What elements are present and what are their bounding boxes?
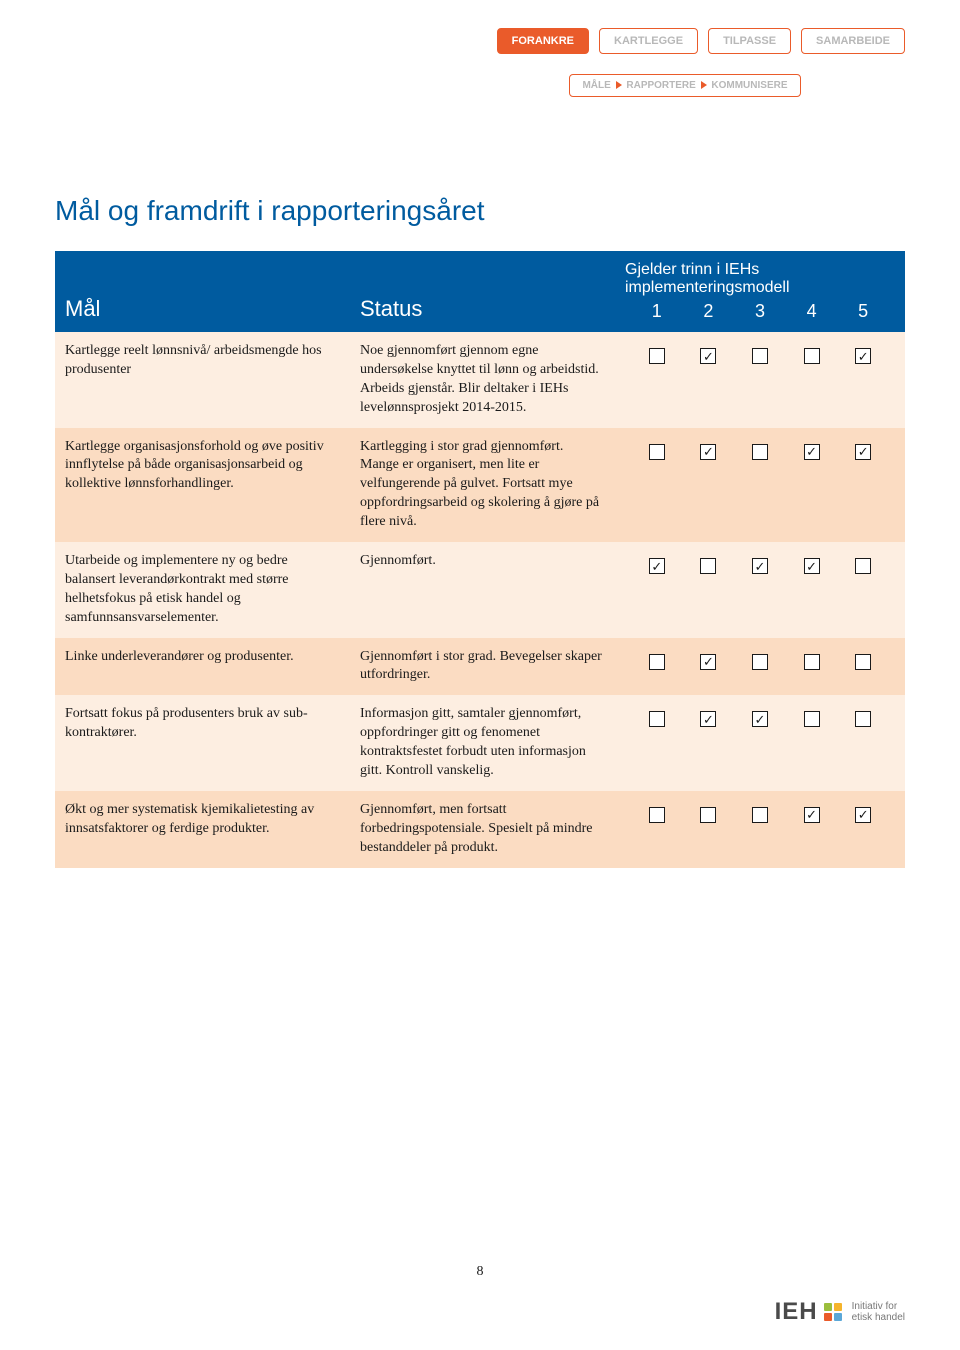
col-status: Status	[350, 251, 615, 332]
footer-logo: IEH Initiativ for etisk handel	[775, 1298, 905, 1326]
cell-goal: Linke underleverandører og produsenter.	[55, 638, 350, 696]
nav-sub: MÅLE RAPPORTERE KOMMUNISERE	[465, 74, 905, 97]
col-goal: Mål	[55, 251, 350, 332]
checkbox[interactable]	[804, 348, 820, 364]
cell-status: Gjennomført.	[350, 542, 615, 638]
table-row: Kartlegge organisasjonsforhold og øve po…	[55, 428, 905, 542]
trinn-num: 4	[807, 301, 817, 322]
checkbox[interactable]: ✓	[855, 444, 871, 460]
cell-checks: ✓ ✓ ✓	[615, 428, 905, 542]
cell-status: Gjennomført i stor grad. Bevegelser skap…	[350, 638, 615, 696]
table-body: Kartlegge reelt lønnsnivå/ arbeidsmengde…	[55, 332, 905, 868]
table-row: Fortsatt fokus på produsenters bruk av s…	[55, 695, 905, 791]
nav-pill-kartlegge[interactable]: KARTLEGGE	[599, 28, 698, 54]
checkbox[interactable]	[752, 807, 768, 823]
checkbox[interactable]	[855, 558, 871, 574]
cell-checks: ✓✓	[615, 332, 905, 428]
cell-status: Informasjon gitt, samtaler gjennomført, …	[350, 695, 615, 791]
cell-checks: ✓	[615, 638, 905, 696]
cell-goal: Fortsatt fokus på produsenters bruk av s…	[55, 695, 350, 791]
trinn-num: 5	[858, 301, 868, 322]
checkbox[interactable]: ✓	[804, 807, 820, 823]
checkbox[interactable]	[649, 807, 665, 823]
cell-checks: ✓✓	[615, 791, 905, 868]
chevron-right-icon	[616, 81, 622, 89]
nav-pill-samarbeide[interactable]: SAMARBEIDE	[801, 28, 905, 54]
logo-subtitle: Initiativ for etisk handel	[852, 1301, 905, 1323]
nav-top: FORANKRE KARTLEGGE TILPASSE SAMARBEIDE	[497, 28, 905, 54]
nav-sub-c: KOMMUNISERE	[711, 80, 787, 91]
page-number: 8	[0, 1264, 960, 1280]
checkbox[interactable]	[804, 654, 820, 670]
goals-table: Mål Status Gjelder trinn i IEHs implemen…	[55, 251, 905, 868]
table-row: Linke underleverandører og produsenter.G…	[55, 638, 905, 696]
trinn-num: 1	[652, 301, 662, 322]
cell-checks: ✓ ✓ ✓	[615, 542, 905, 638]
checkbox[interactable]	[752, 348, 768, 364]
page-title: Mål og framdrift i rapporteringsåret	[55, 195, 905, 227]
checkbox[interactable]: ✓	[804, 558, 820, 574]
checkbox[interactable]	[700, 807, 716, 823]
trinn-nums: 1 2 3 4 5	[625, 301, 895, 322]
checkbox[interactable]	[752, 444, 768, 460]
table-header-row: Mål Status Gjelder trinn i IEHs implemen…	[55, 251, 905, 332]
cell-status: Noe gjennomført gjennom egne undersøkels…	[350, 332, 615, 428]
checkbox[interactable]	[649, 444, 665, 460]
checkbox[interactable]: ✓	[649, 558, 665, 574]
logo-text: IEH	[775, 1298, 818, 1326]
checkbox[interactable]	[700, 558, 716, 574]
checkbox[interactable]: ✓	[855, 348, 871, 364]
cell-goal: Kartlegge reelt lønnsnivå/ arbeidsmengde…	[55, 332, 350, 428]
col-trinn: Gjelder trinn i IEHs implementeringsmode…	[615, 251, 905, 332]
checkbox[interactable]: ✓	[700, 711, 716, 727]
cell-goal: Økt og mer systematisk kjemikalietesting…	[55, 791, 350, 868]
nav-sub-b: RAPPORTERE	[626, 80, 695, 91]
checkbox[interactable]	[649, 711, 665, 727]
checkbox[interactable]: ✓	[752, 711, 768, 727]
chevron-right-icon	[701, 81, 707, 89]
trinn-num: 3	[755, 301, 765, 322]
cell-status: Kartlegging i stor grad gjennomført. Man…	[350, 428, 615, 542]
trinn-num: 2	[703, 301, 713, 322]
checkbox[interactable]: ✓	[700, 444, 716, 460]
nav-sub-pill[interactable]: MÅLE RAPPORTERE KOMMUNISERE	[569, 74, 800, 97]
logo-squares-icon	[824, 1303, 842, 1321]
checkbox[interactable]: ✓	[855, 807, 871, 823]
checkbox[interactable]	[649, 348, 665, 364]
logo-sub-line: etisk handel	[852, 1312, 905, 1323]
checkbox[interactable]: ✓	[804, 444, 820, 460]
checkbox[interactable]	[855, 711, 871, 727]
checkbox[interactable]	[649, 654, 665, 670]
checkbox[interactable]	[752, 654, 768, 670]
nav-pill-tilpasse[interactable]: TILPASSE	[708, 28, 791, 54]
cell-goal: Kartlegge organisasjonsforhold og øve po…	[55, 428, 350, 542]
checkbox[interactable]	[804, 711, 820, 727]
cell-goal: Utarbeide og implementere ny og bedre ba…	[55, 542, 350, 638]
checkbox[interactable]: ✓	[752, 558, 768, 574]
nav-pill-forankre[interactable]: FORANKRE	[497, 28, 589, 54]
trinn-head-label: Gjelder trinn i IEHs implementeringsmode…	[625, 261, 895, 301]
table-row: Økt og mer systematisk kjemikalietesting…	[55, 791, 905, 868]
logo-sub-line: Initiativ for	[852, 1301, 905, 1312]
table-row: Utarbeide og implementere ny og bedre ba…	[55, 542, 905, 638]
nav-sub-a: MÅLE	[582, 80, 610, 91]
table-row: Kartlegge reelt lønnsnivå/ arbeidsmengde…	[55, 332, 905, 428]
cell-checks: ✓✓	[615, 695, 905, 791]
checkbox[interactable]: ✓	[700, 654, 716, 670]
checkbox[interactable]: ✓	[700, 348, 716, 364]
checkbox[interactable]	[855, 654, 871, 670]
cell-status: Gjennomført, men fortsatt forbedringspot…	[350, 791, 615, 868]
